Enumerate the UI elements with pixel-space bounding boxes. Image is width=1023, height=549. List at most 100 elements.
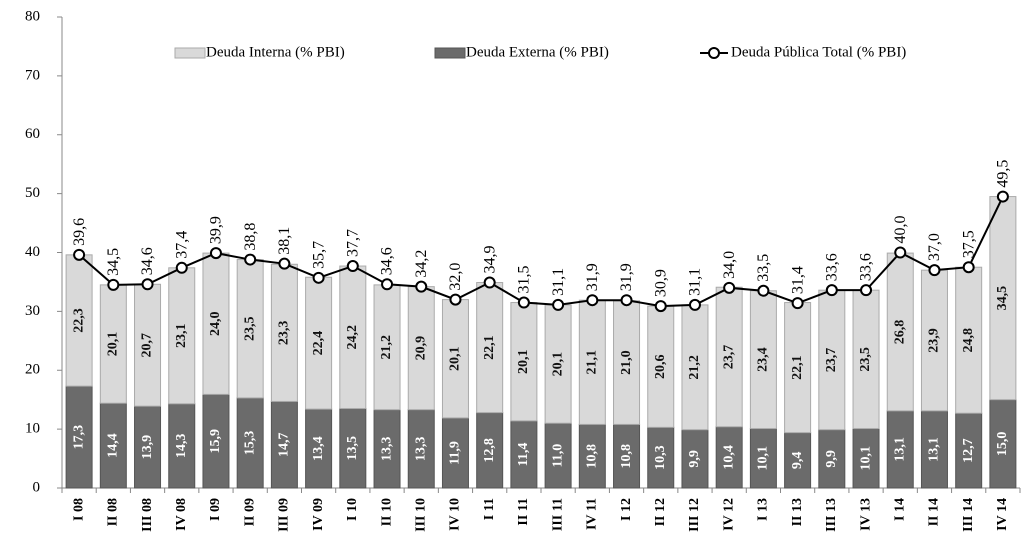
bar-value-label: 10,1: [858, 446, 873, 471]
x-tick-label: III 14: [961, 498, 976, 532]
bar-value-label: 23,5: [858, 347, 873, 372]
total-marker: [620, 294, 633, 307]
total-marker: [552, 298, 565, 311]
total-value-label: 33,5: [755, 254, 772, 282]
x-tick-label: I 10: [345, 498, 360, 521]
total-marker: [517, 296, 530, 309]
bar-segment: [510, 302, 538, 422]
x-tick-label: IV 11: [585, 498, 600, 530]
bar-segment: [202, 252, 230, 395]
total-value-label: 31,5: [516, 266, 533, 294]
bar-value-label: 20,9: [413, 336, 428, 361]
bar-value-label: 17,3: [71, 425, 86, 450]
bar-segment: [715, 426, 743, 489]
bar-value-label: 15,3: [242, 431, 257, 456]
bar-value-label: 10,8: [619, 444, 634, 469]
x-tick-label: II 09: [242, 498, 257, 526]
bar-value-label: 26,8: [892, 320, 907, 345]
legend-label: Deuda Externa (% PBI): [466, 44, 609, 60]
bar-segment: [65, 385, 93, 489]
bar-value-label: 22,1: [482, 335, 497, 360]
bar-segment: [476, 282, 504, 414]
total-marker: [415, 280, 428, 293]
bar-value-label: 23,5: [242, 316, 257, 341]
bar-segment: [202, 393, 230, 489]
total-marker: [825, 284, 838, 297]
bar-segment: [99, 284, 127, 404]
bar-value-label: 14,3: [174, 434, 189, 459]
bar-value-label: 23,9: [927, 328, 942, 353]
bar-value-label: 22,1: [790, 355, 805, 380]
total-line: [78, 196, 1004, 308]
bar-value-label: 34,5: [995, 286, 1010, 311]
total-value-label: 34,6: [139, 247, 156, 275]
total-value-label: 31,9: [584, 263, 601, 291]
bar-segment: [236, 397, 264, 489]
total-marker: [723, 281, 736, 294]
bar-value-label: 23,7: [824, 348, 839, 373]
y-tick-label: 30: [25, 303, 40, 319]
bar-value-label: 13,1: [927, 437, 942, 462]
total-value-label: 37,0: [926, 233, 943, 261]
total-marker: [381, 278, 394, 291]
bar-segment: [613, 423, 641, 489]
bar-value-label: 10,3: [653, 445, 668, 470]
total-value-label: 38,1: [276, 227, 293, 255]
bar-value-label: 9,4: [790, 452, 805, 470]
total-marker: [107, 278, 120, 291]
bar-value-label: 20,1: [448, 347, 463, 372]
bar-value-label: 12,7: [961, 438, 976, 463]
x-tick-label: II 14: [927, 498, 942, 526]
bar-value-label: 13,3: [413, 437, 428, 462]
total-value-label: 40,0: [892, 216, 909, 244]
x-tick-label: III 12: [687, 498, 702, 532]
total-marker: [244, 253, 257, 266]
total-value-label: 33,6: [823, 253, 840, 281]
bar-segment: [305, 408, 333, 489]
legend-marker: [708, 47, 720, 59]
bar-value-label: 23,4: [756, 347, 771, 372]
bar-value-label: 21,2: [379, 335, 394, 360]
bar-value-label: 10,8: [585, 444, 600, 469]
bar-value-label: 13,3: [379, 437, 394, 462]
bar-value-label: 13,4: [311, 436, 326, 461]
total-value-label: 49,5: [995, 160, 1012, 188]
total-marker: [757, 284, 770, 297]
bar-value-label: 14,7: [277, 432, 292, 457]
x-tick-label: III 08: [140, 498, 155, 532]
x-tick-label: II 11: [516, 498, 531, 526]
total-value-label: 39,6: [71, 218, 88, 246]
bar-segment: [647, 305, 675, 428]
y-tick-label: 20: [25, 362, 40, 378]
y-tick-label: 60: [25, 126, 40, 142]
x-tick-label: I 13: [756, 498, 771, 521]
bar-value-label: 21,1: [585, 350, 600, 375]
x-tick-label: IV 09: [311, 498, 326, 531]
x-tick-label: II 10: [379, 498, 394, 526]
bar-segment: [407, 409, 435, 489]
bar-segment: [99, 402, 127, 489]
total-value-label: 32,0: [447, 263, 464, 291]
total-marker: [175, 261, 188, 274]
bar-value-label: 24,2: [345, 325, 360, 350]
total-value-label: 31,1: [687, 268, 704, 296]
bar-segment: [168, 403, 196, 489]
y-tick-label: 70: [25, 67, 40, 83]
bar-segment: [441, 417, 469, 489]
total-marker: [688, 298, 701, 311]
bar-value-label: 21,2: [687, 355, 702, 380]
x-tick-label: IV 08: [174, 498, 189, 531]
bar-value-label: 20,7: [140, 333, 155, 358]
total-marker: [312, 271, 325, 284]
bar-segment: [339, 408, 367, 489]
total-marker: [483, 276, 496, 289]
bar-segment: [373, 284, 401, 411]
y-tick-label: 40: [25, 244, 40, 260]
total-value-label: 34,6: [379, 247, 396, 275]
bar-segment: [749, 290, 777, 430]
total-value-label: 37,4: [173, 231, 190, 259]
bar-value-label: 10,4: [721, 445, 736, 470]
total-marker: [586, 294, 599, 307]
total-value-label: 31,9: [618, 263, 635, 291]
